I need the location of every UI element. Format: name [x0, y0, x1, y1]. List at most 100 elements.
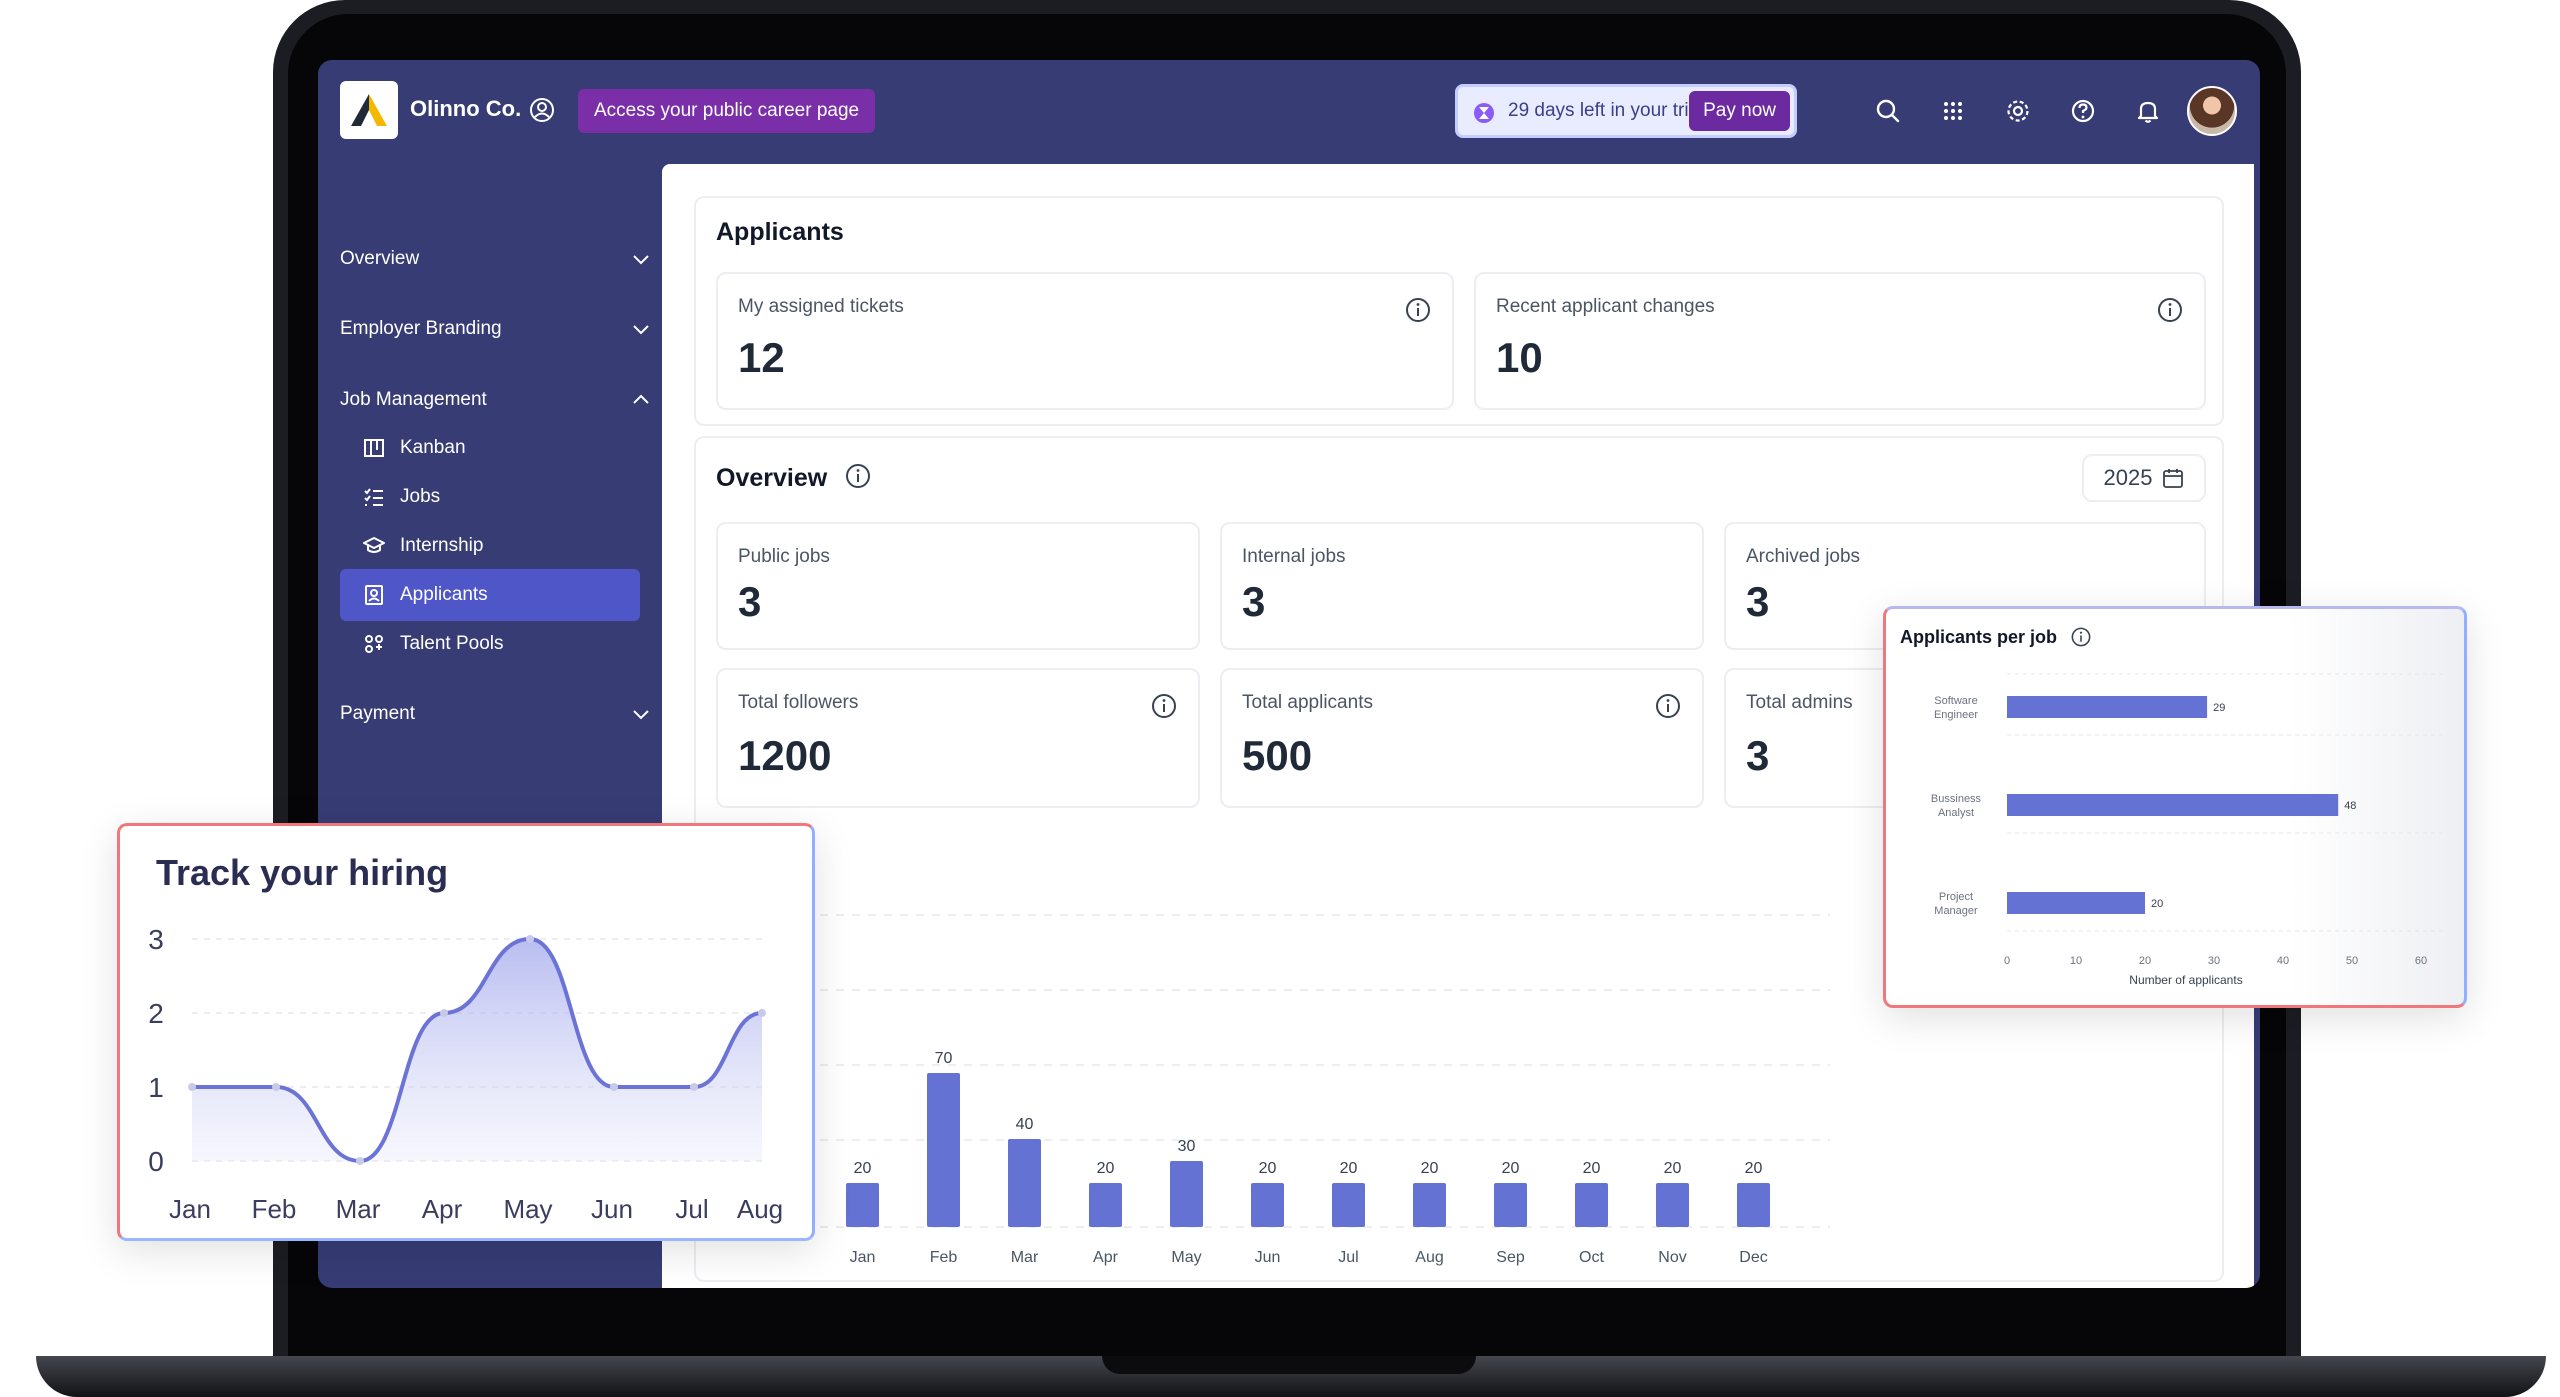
sidebar-section-employer-branding[interactable]: Employer Branding — [340, 309, 652, 349]
assigned-tickets-card[interactable]: My assigned tickets 12 — [716, 272, 1454, 410]
x-tick-label: Jan — [850, 1249, 876, 1266]
x-tick-label: Sep — [1496, 1249, 1525, 1266]
bar — [1494, 1183, 1527, 1227]
x-tick-label: Feb — [252, 1194, 297, 1224]
internal-jobs-card[interactable]: Internal jobs 3 — [1220, 522, 1704, 650]
chevron-down-icon — [633, 710, 649, 720]
bar — [2007, 892, 2145, 914]
sidebar-section-payment[interactable]: Payment — [340, 694, 652, 734]
y-tick-label: Analyst — [1938, 807, 1974, 819]
y-tick-label: 1 — [148, 1072, 164, 1103]
stat-label: Public jobs — [738, 546, 830, 567]
applicants-per-job-chart: 0 10 20 30 40 50 60 29 Software Engineer 48 Bussine… — [1931, 673, 2446, 987]
stat-label: Recent applicant changes — [1496, 296, 1715, 317]
year-picker[interactable]: 2025 — [2082, 454, 2206, 502]
chevron-up-icon — [633, 394, 649, 404]
data-point — [690, 1083, 698, 1091]
bar — [1170, 1161, 1203, 1227]
apps-grid-icon[interactable] — [1938, 96, 1968, 126]
chevron-down-icon — [633, 255, 649, 265]
sidebar-item-label: Jobs — [400, 486, 441, 507]
stat-value: 3 — [1242, 578, 1266, 625]
company-logo[interactable] — [340, 81, 398, 139]
company-name: Olinno Co. — [410, 96, 522, 121]
bar-value-label: 20 — [1583, 1160, 1601, 1177]
sidebar-item-kanban[interactable]: Kanban — [340, 422, 640, 474]
user-avatar[interactable] — [2187, 86, 2237, 136]
y-tick-label: Project — [1939, 891, 1973, 903]
info-icon[interactable] — [1404, 296, 1432, 324]
sidebar-item-label: Internship — [400, 535, 484, 556]
people-grid-icon — [365, 635, 383, 653]
data-point — [188, 1083, 196, 1091]
bar — [2007, 696, 2208, 718]
info-icon[interactable] — [1654, 692, 1682, 720]
info-icon[interactable] — [2156, 296, 2184, 324]
pay-now-button[interactable]: Pay now — [1689, 91, 1790, 131]
x-tick-label: 30 — [2208, 955, 2220, 967]
y-tick-label: Software — [1934, 695, 1977, 707]
x-tick-label: 40 — [2277, 955, 2289, 967]
sidebar-item-jobs[interactable]: Jobs — [340, 471, 640, 523]
bar-value-label: 48 — [2344, 800, 2356, 812]
x-tick-label: Mar — [336, 1194, 381, 1224]
data-point — [610, 1083, 618, 1091]
top-bar: Olinno Co. Access your public career pag… — [318, 60, 2260, 164]
public-career-page-button[interactable]: Access your public career page — [578, 89, 876, 133]
public-jobs-card[interactable]: Public jobs 3 — [716, 522, 1200, 650]
sidebar-section-job-management[interactable]: Job Management — [340, 380, 652, 420]
sidebar-item-internship[interactable]: Internship — [340, 520, 640, 572]
sidebar-section-overview[interactable]: Overview — [340, 239, 652, 279]
info-icon[interactable] — [1150, 692, 1178, 720]
data-point — [272, 1083, 280, 1091]
x-tick-label: Jul — [1338, 1249, 1358, 1266]
sidebar-item-talent-pools[interactable]: Talent Pools — [340, 618, 640, 670]
stat-label: Total admins — [1746, 692, 1853, 713]
sidebar-item-applicants[interactable]: Applicants — [340, 569, 640, 621]
series-line — [192, 936, 763, 1164]
bar — [1413, 1183, 1446, 1227]
x-tick-label: 20 — [2139, 955, 2151, 967]
list-check-icon — [364, 488, 383, 506]
stat-label: My assigned tickets — [738, 296, 904, 317]
y-tick-label: Bussiness — [1931, 793, 1982, 805]
data-point — [526, 935, 534, 943]
y-tick-label: Manager — [1934, 905, 1978, 917]
stat-label: Total applicants — [1242, 692, 1373, 713]
info-icon[interactable] — [844, 462, 872, 490]
sidebar-item-label: Applicants — [400, 584, 488, 605]
chevron-down-icon — [633, 325, 649, 335]
bar-value-label: 29 — [2213, 702, 2225, 714]
switch-company-icon[interactable] — [528, 96, 556, 124]
x-tick-label: Oct — [1579, 1249, 1604, 1266]
help-icon[interactable] — [2068, 96, 2098, 126]
stat-value: 3 — [738, 578, 762, 625]
x-tick-label: Dec — [1739, 1249, 1767, 1266]
bell-icon[interactable] — [2133, 96, 2163, 126]
total-applicants-card[interactable]: Total applicants 500 — [1220, 668, 1704, 808]
data-point — [758, 1009, 766, 1017]
x-tick-label: Mar — [1011, 1249, 1039, 1266]
bar-value-label: 20 — [1421, 1160, 1439, 1177]
info-icon[interactable] — [2070, 626, 2092, 648]
bar-value-label: 20 — [1664, 1160, 1682, 1177]
bar-value-label: 20 — [1340, 1160, 1358, 1177]
x-tick-label: Jun — [591, 1194, 633, 1224]
search-icon[interactable] — [1873, 96, 1903, 126]
badge-user-icon — [365, 585, 383, 605]
hiring-area-chart: 0 1 2 3 Jan Feb Mar Apr May Jun Jul Aug — [148, 924, 783, 1224]
total-followers-card[interactable]: Total followers 1200 — [716, 668, 1200, 808]
section-title: Overview — [716, 464, 828, 492]
y-tick-label: Engineer — [1934, 709, 1978, 721]
x-tick-label: May — [503, 1194, 552, 1224]
laptop-notch — [1102, 1356, 1476, 1374]
bar — [1737, 1183, 1770, 1227]
stat-value: 3 — [1746, 732, 1770, 779]
bar-value-label: 20 — [1259, 1160, 1277, 1177]
track-hiring-card: Track your hiring 0 1 2 3 Jan Feb Mar Apr May Jun… — [117, 823, 815, 1241]
applicants-section: Applicants My assigned tickets 12 Recent… — [694, 196, 2224, 426]
gear-icon[interactable] — [2003, 96, 2033, 126]
recent-changes-card[interactable]: Recent applicant changes 10 — [1474, 272, 2206, 410]
stat-value: 3 — [1746, 578, 1770, 625]
stat-value: 10 — [1496, 334, 1543, 381]
